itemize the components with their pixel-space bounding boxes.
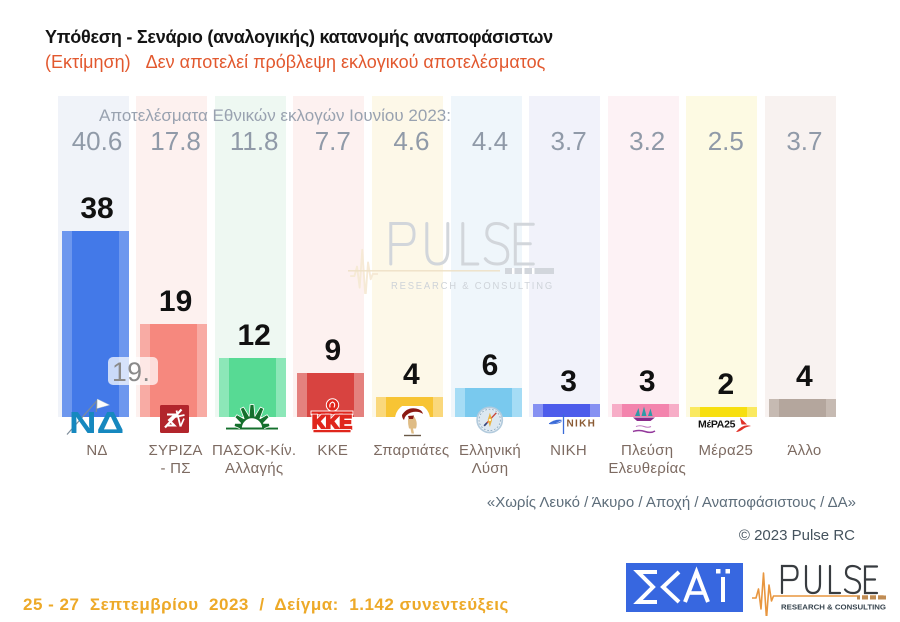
svg-text:ΚΚΕ: ΚΚΕ [312,413,352,434]
svg-text:ΝΔ: ΝΔ [69,405,124,437]
svg-text:RESEARCH & CONSULTING: RESEARCH & CONSULTING [781,603,886,612]
svg-text:ΜέΡΑ25: ΜέΡΑ25 [698,419,736,431]
svg-text:ΚΚΕ: ΚΚΕ [312,413,352,434]
svg-text:ΝΙΚΗ: ΝΙΚΗ [567,419,597,430]
svg-text:RESEARCH & CONSULTING: RESEARCH & CONSULTING [391,280,554,292]
